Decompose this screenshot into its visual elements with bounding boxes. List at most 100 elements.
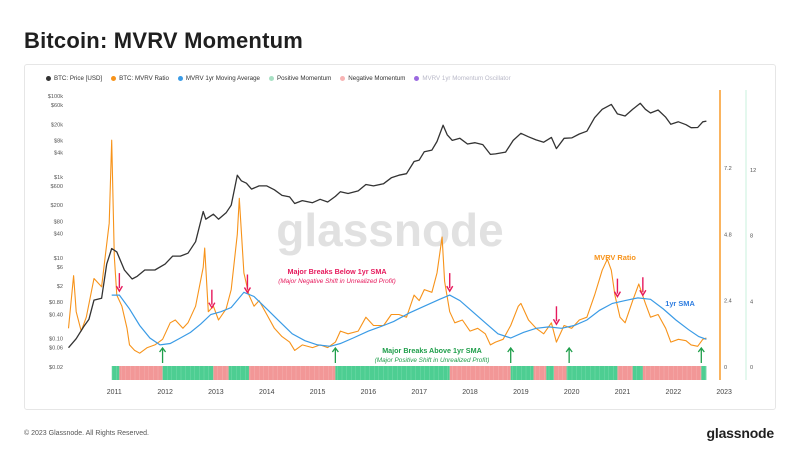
x-axis-tick-label: 2012 [157, 389, 173, 396]
y-axis-tick-label: $6 [57, 265, 63, 271]
series-line-price [68, 102, 707, 349]
legend-swatch [46, 75, 51, 81]
x-axis-tick-label: 2022 [666, 389, 682, 396]
bull-break-arrowhead [697, 346, 705, 353]
y-axis-osc-tick-label: 12 [750, 168, 756, 174]
annotation-breaks-above-subtitle: (Major Positive Shift in Unrealized Prof… [375, 357, 490, 364]
x-axis-tick-label: 2023 [716, 389, 732, 396]
legend-swatch [340, 75, 346, 81]
legend-label: MVRV 1yr Moving Average [185, 74, 260, 82]
momentum-band [701, 366, 707, 380]
x-axis-tick-label: 2013 [208, 389, 224, 396]
momentum-band [546, 366, 554, 380]
y-axis-tick-label: $2 [57, 284, 63, 290]
momentum-band [566, 366, 618, 380]
y-axis-tick-label: $1k [54, 175, 63, 181]
legend-item[interactable]: BTC: Price [USD] [46, 75, 102, 82]
y-axis-tick-label: $100k [48, 94, 63, 100]
x-axis-tick-label: 2016 [361, 389, 377, 396]
bear-break-arrowhead [208, 302, 216, 310]
y-axis-tick-label: $600 [51, 184, 63, 190]
legend-swatch [414, 75, 420, 81]
momentum-band [632, 366, 643, 380]
chart-frame [24, 64, 776, 410]
momentum-band [449, 366, 511, 380]
bear-break-arrowhead [552, 318, 561, 326]
legend-label: BTC: MVRV Ratio [119, 74, 169, 82]
annotation-breaks-below-title: Major Breaks Below 1yr SMA [287, 267, 386, 276]
y-axis-tick-label: $40 [54, 231, 63, 237]
legend-label: MVRV 1yr Momentum Oscillator [422, 74, 511, 82]
momentum-band [335, 366, 450, 380]
y-axis-tick-label: $0.10 [49, 337, 63, 343]
momentum-band [111, 366, 120, 380]
y-axis-tick-label: $0.06 [49, 346, 63, 352]
y-axis-tick-label: $20k [51, 122, 63, 128]
bear-break-arrowhead [115, 285, 123, 293]
x-axis-tick-label: 2017 [411, 389, 427, 396]
bear-break-arrowhead [446, 285, 454, 293]
y-axis-tick-label: $0.80 [49, 300, 63, 306]
y-axis-tick-label: $80 [54, 219, 63, 225]
y-axis-tick-label: $4k [54, 151, 63, 157]
series-line-sma [111, 291, 707, 347]
series-line-mvrv [67, 139, 707, 354]
bull-break-arrowhead [565, 346, 573, 353]
x-axis-tick-label: 2014 [259, 389, 275, 396]
x-axis-tick-label: 2018 [462, 389, 478, 396]
momentum-band [119, 366, 163, 380]
y-axis-osc-tick-label: 8 [750, 234, 753, 240]
x-axis-tick-label: 2015 [310, 389, 326, 396]
page-title: Bitcoin: MVRV Momentum [24, 28, 303, 53]
x-axis-tick-label: 2011 [107, 389, 122, 396]
legend-item[interactable]: BTC: MVRV Ratio [111, 75, 169, 82]
y-axis-tick-label: $0.40 [49, 312, 63, 318]
momentum-band [213, 366, 229, 380]
y-axis-right-tick-label: 7.2 [724, 166, 732, 172]
legend-label: BTC: Price [USD] [54, 74, 103, 82]
y-axis-tick-label: $8k [54, 138, 63, 144]
legend-item[interactable]: Negative Momentum [340, 75, 405, 82]
momentum-band [617, 366, 633, 380]
y-axis-tick-label: $60k [51, 103, 63, 109]
watermark-text: glassnode [276, 204, 504, 256]
bull-break-arrowhead [331, 346, 339, 353]
bull-break-arrowhead [159, 346, 167, 353]
y-axis-osc-tick-label: 4 [750, 299, 753, 305]
annotation-breaks-below-subtitle: (Major Negative Shift in Unrealized Prof… [278, 278, 396, 285]
momentum-band [248, 366, 336, 380]
annotation-mvrv-label: MVRV Ratio [594, 253, 636, 262]
annotation-breaks-above-title: Major Breaks Above 1yr SMA [382, 346, 482, 355]
x-axis-tick-label: 2019 [513, 389, 529, 396]
momentum-band [162, 366, 214, 380]
momentum-band [553, 366, 567, 380]
annotation-sma-label: 1yr SMA [665, 299, 695, 308]
momentum-band [228, 366, 249, 380]
bear-break-arrowhead [243, 287, 252, 294]
y-axis-right-tick-label: 0 [724, 365, 727, 371]
legend-swatch [268, 75, 274, 81]
x-axis-tick-label: 2021 [615, 389, 631, 396]
momentum-band [642, 366, 702, 380]
legend-label: Positive Momentum [276, 74, 332, 82]
legend-item[interactable]: MVRV 1yr Momentum Oscillator [414, 74, 511, 82]
brand-logo[interactable]: glassnode [706, 425, 775, 441]
legend-item[interactable]: Positive Momentum [268, 74, 332, 82]
bear-break-arrowhead [613, 291, 622, 298]
bull-break-arrowhead [507, 346, 515, 353]
y-axis-osc-tick-label: 0 [750, 365, 753, 371]
y-axis-right-tick-label: 2.4 [724, 299, 732, 305]
legend-label: Negative Momentum [348, 74, 406, 82]
legend-swatch [177, 75, 183, 81]
copyright-text: © 2023 Glassnode. All Rights Reserved. [24, 430, 150, 437]
momentum-band [510, 366, 534, 380]
bear-break-arrowhead [639, 289, 647, 297]
chart-legend: BTC: Price [USD] BTC: MVRV Ratio MVRV 1yr … [46, 72, 511, 84]
x-axis-tick-label: 2020 [564, 389, 580, 396]
legend-swatch [111, 75, 117, 81]
chart-plot: glassnode $100k $60k $20k $8k $4k $1k $600 $2 0 0 $… [48, 90, 756, 396]
y-axis-right-tick-label: 4.8 [724, 232, 732, 238]
momentum-band [533, 366, 547, 380]
legend-item[interactable]: MVRV 1yr Moving Average [177, 74, 260, 82]
y-axis-tick-label: $10 [54, 256, 63, 262]
